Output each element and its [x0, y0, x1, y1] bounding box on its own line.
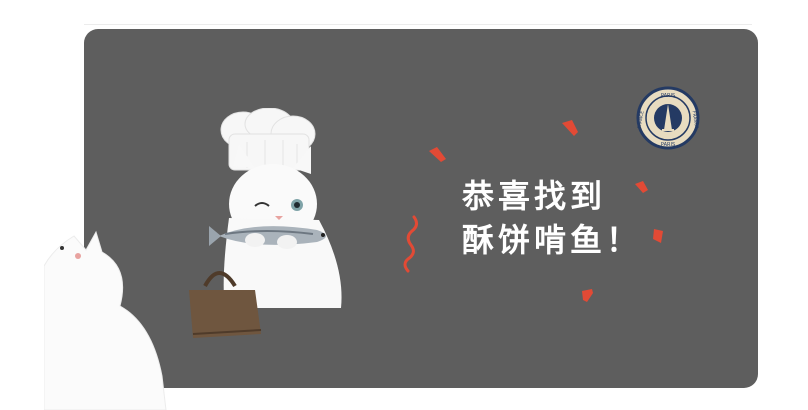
wink-eye: [254, 202, 270, 207]
confetti-piece: [653, 229, 663, 243]
stamp-text-right: FRANCE: [690, 110, 699, 129]
confetti-icon: [403, 120, 663, 302]
stamp-text-left: FRANCE: [637, 110, 646, 129]
chef-cat-illustration: [189, 108, 342, 338]
confetti-piece: [429, 147, 446, 162]
message-line-2: 酥饼啃鱼！: [462, 221, 643, 259]
confetti-piece: [635, 181, 648, 193]
confetti-piece: [582, 289, 593, 302]
confetti-piece: [562, 120, 578, 136]
confetti-ribbon: [403, 215, 419, 273]
top-divider: [84, 24, 752, 25]
stamp-text-bottom: PARIS: [661, 142, 675, 148]
message-line-1: 恭喜找到: [462, 177, 607, 215]
stamp-text-top: PARIS: [661, 93, 675, 99]
paris-stamp-icon: PARIS PARIS FRANCE FRANCE: [636, 86, 700, 150]
success-message: 恭喜找到 酥饼啃鱼！: [462, 174, 642, 262]
side-cat-illustration: [44, 230, 167, 410]
handbag-icon: [189, 271, 262, 338]
